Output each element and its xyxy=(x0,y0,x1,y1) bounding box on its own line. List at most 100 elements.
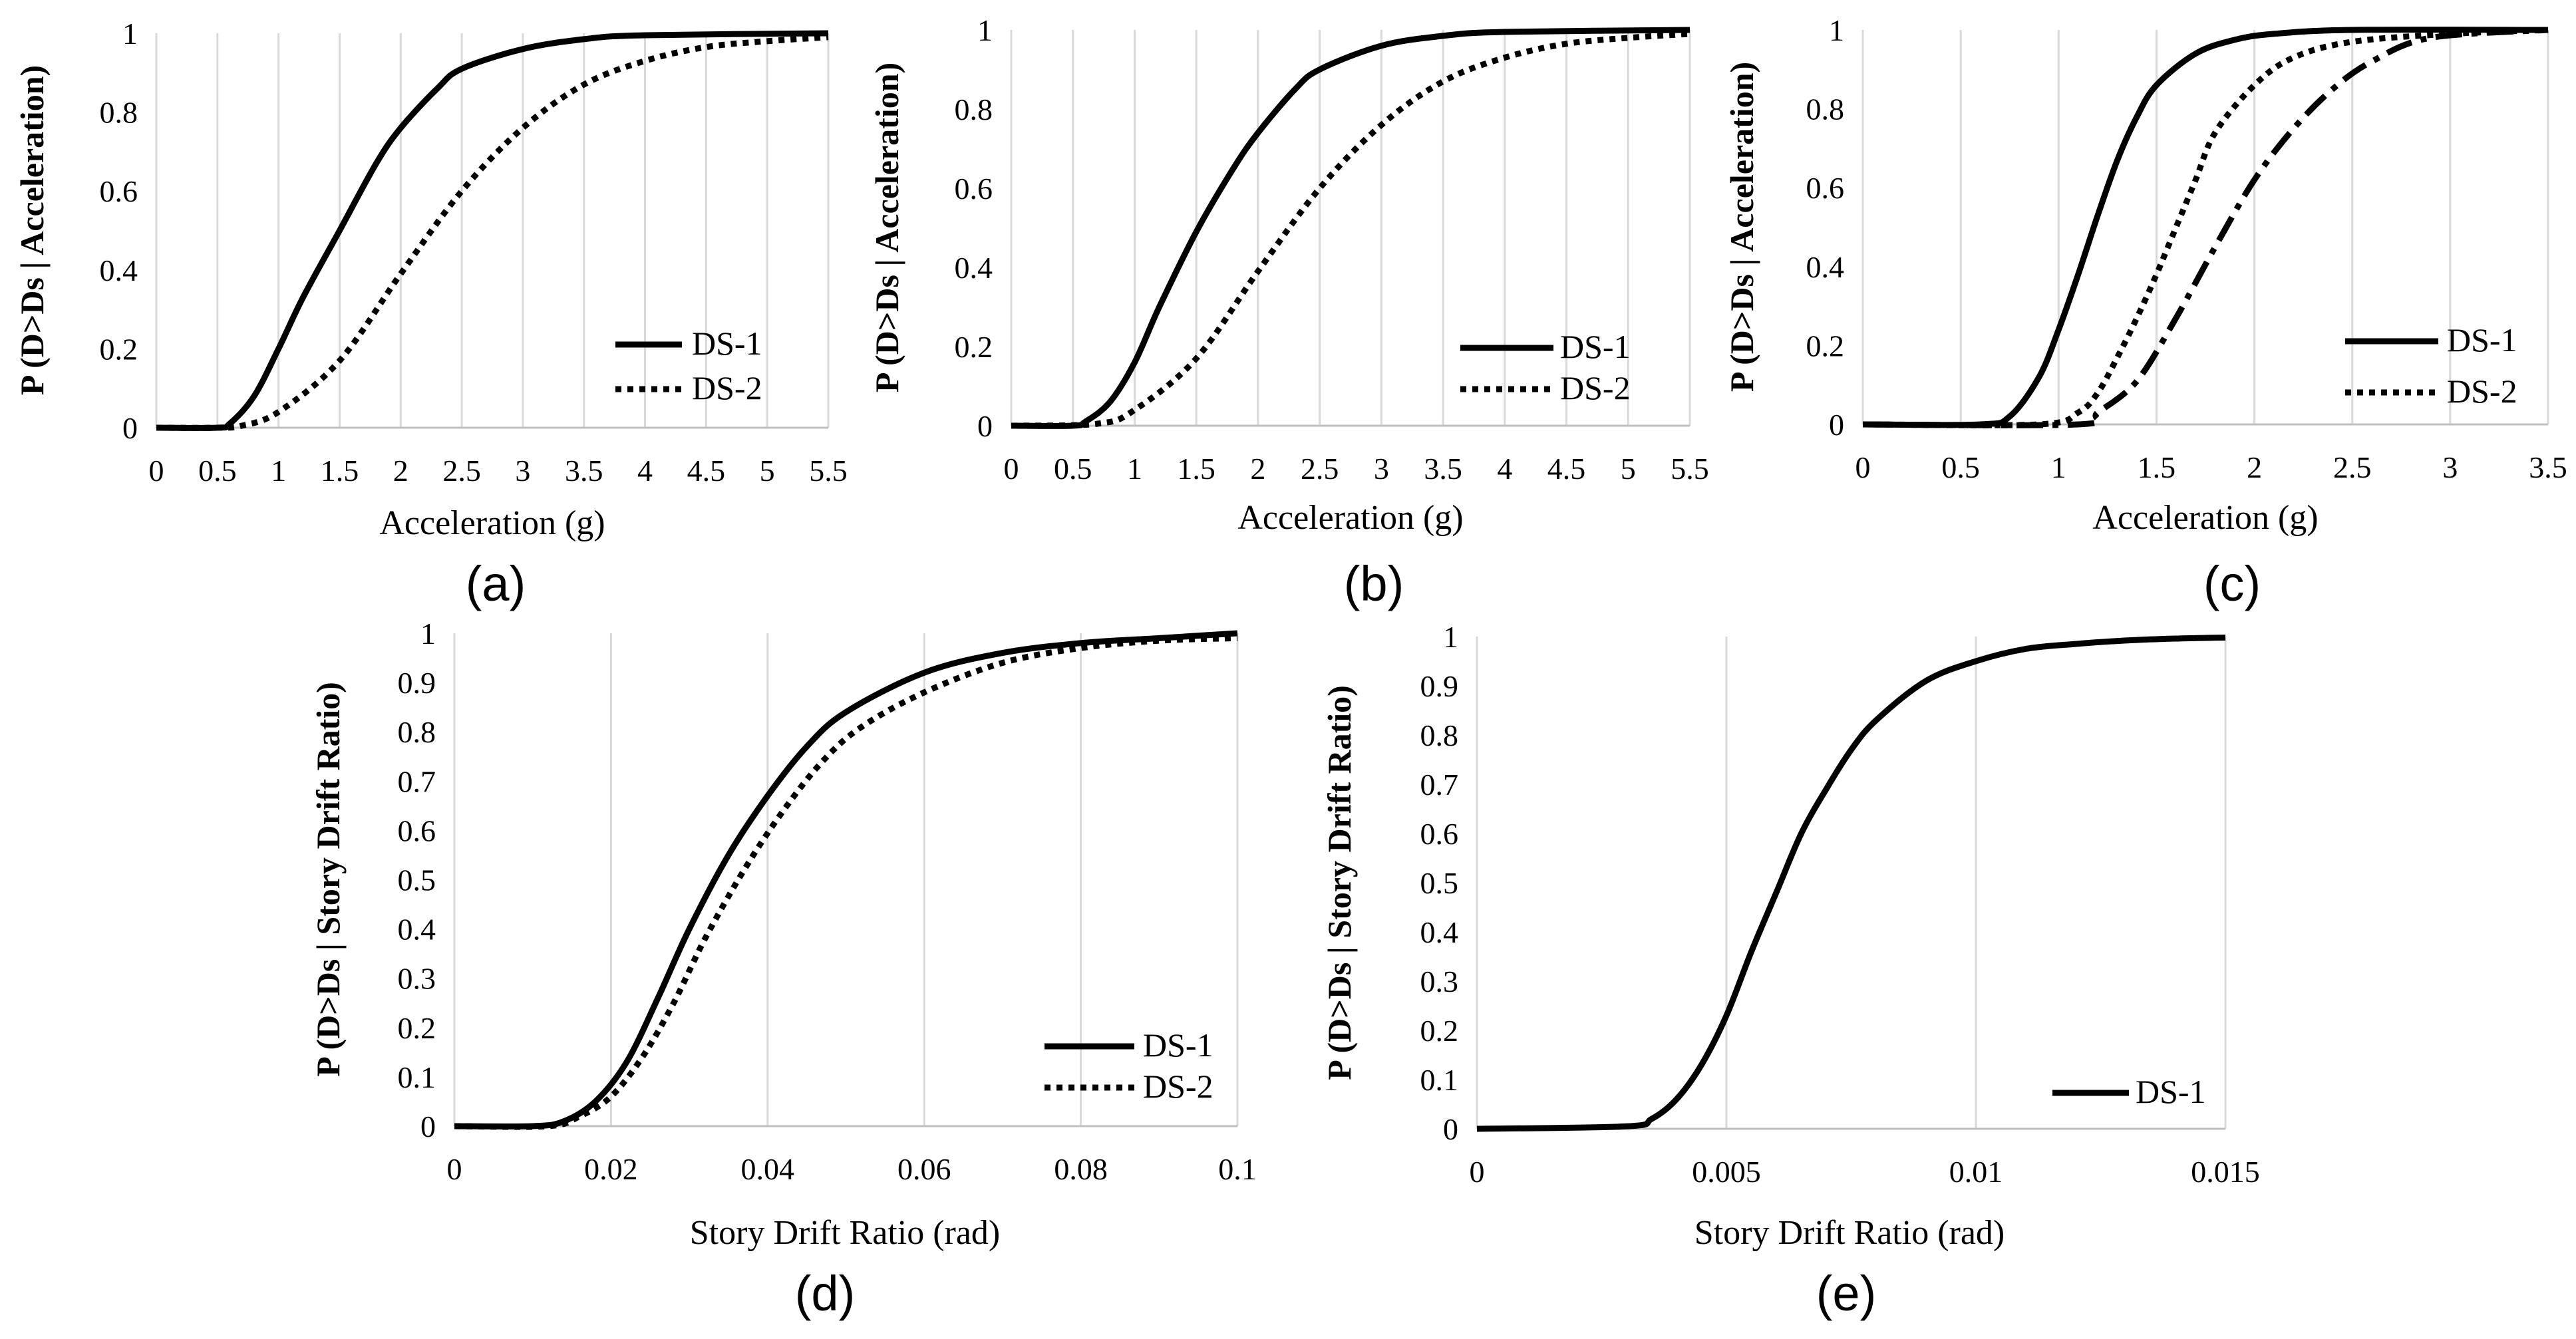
legend-label-ds1: DS-1 xyxy=(1143,1026,1213,1064)
series-line-ds-1 xyxy=(1476,635,2226,1132)
y-tick-label: 0.8 xyxy=(1420,718,1459,752)
x-tick-label: 0.08 xyxy=(1054,1152,1108,1186)
legend-label-ds1: DS-1 xyxy=(2447,321,2517,359)
x-axis-label: Acceleration (g) xyxy=(1237,499,1463,537)
y-tick-label: 0.7 xyxy=(398,764,436,798)
y-axis-label: P (D>Ds | Acceleration) xyxy=(13,65,51,395)
panel-label: (b) xyxy=(1344,556,1404,611)
series-line-ds-2 xyxy=(454,635,1238,1130)
x-tick-label: 5.5 xyxy=(1671,452,1709,486)
y-tick-label: 0.1 xyxy=(1420,1063,1459,1097)
legend: DS-1 DS-2 xyxy=(615,325,762,406)
x-tick-label: 3.5 xyxy=(1424,452,1462,486)
x-tick-label: 0.5 xyxy=(1054,452,1092,486)
y-tick-label: 0.2 xyxy=(100,332,138,366)
x-axis-label: Acceleration (g) xyxy=(2092,499,2318,537)
x-axis-label: Story Drift Ratio (rad) xyxy=(1694,1214,2005,1252)
y-axis-label: P (D>Ds | Acceleration) xyxy=(1723,62,1760,392)
y-tick-label: 0.1 xyxy=(398,1060,436,1094)
x-axis-label: Story Drift Ratio (rad) xyxy=(690,1214,1000,1252)
series-line-ds-1 xyxy=(1011,27,1690,429)
chart-e: 0 0.005 0.01 0.015 0 0.1 0.2 0.3 0.4 0.5 0.6 0.7 0.8… xyxy=(1321,620,2260,1321)
x-tick-label: 0.06 xyxy=(897,1152,951,1186)
panel-label: (a) xyxy=(466,556,526,611)
chart-d: 0 0.02 0.04 0.06 0.08 0.1 0 0.1 0.2 0.3 0.4 0.5 0.6 0… xyxy=(309,617,1257,1321)
legend-label-ds2: DS-2 xyxy=(692,369,762,406)
x-tick-label: 0 xyxy=(447,1152,462,1186)
y-axis-label: P (D>Ds | Story Drift Ratio) xyxy=(309,682,347,1077)
y-tick-label: 0.6 xyxy=(1806,171,1845,205)
x-tick-label: 4 xyxy=(637,454,653,488)
x-tick-label: 2.5 xyxy=(442,454,481,488)
x-tick-label: 3 xyxy=(2442,450,2458,484)
y-tick-label: 1 xyxy=(1443,620,1458,654)
y-tick-label: 0 xyxy=(122,411,138,445)
y-tick-label: 0.5 xyxy=(398,863,436,897)
y-axis-label: P (D>Ds | Story Drift Ratio) xyxy=(1321,685,1358,1080)
x-tick-label: 0.1 xyxy=(1218,1152,1257,1186)
y-tick-label: 0 xyxy=(977,409,993,443)
y-tick-label: 0.8 xyxy=(1806,92,1845,126)
x-tick-label: 5 xyxy=(1621,452,1636,486)
y-tick-label: 0.2 xyxy=(955,330,993,364)
chart-c: 0 0.5 1 1.5 2 2.5 3 3.5 0 0.2 0.4 0.6 0.8 1 P (D>Ds |… xyxy=(1723,13,2567,611)
series-line-ds-1 xyxy=(1862,27,2549,428)
x-tick-label: 2.5 xyxy=(2333,450,2372,484)
panel-label: (d) xyxy=(795,1266,855,1321)
x-tick-label: 3.5 xyxy=(565,454,603,488)
legend: DS-1 DS-2 xyxy=(2345,321,2517,410)
x-tick-label: 0 xyxy=(1855,450,1871,484)
x-tick-label: 0.01 xyxy=(1949,1155,2003,1189)
y-tick-label: 0.2 xyxy=(1420,1014,1459,1048)
chart-b: 0 0.5 1 1.5 2 2.5 3 3.5 4 4.5 5 5.5 0 0.2 0.4 0.6 0.8 1 P… xyxy=(868,13,1709,611)
y-axis-label: P (D>Ds | Acceleration) xyxy=(868,63,905,392)
series-line-ds-1 xyxy=(156,30,829,431)
y-tick-label: 0.9 xyxy=(1420,669,1459,703)
series-line-ds-2 xyxy=(1011,31,1690,429)
legend-label-ds1: DS-1 xyxy=(1560,328,1631,365)
x-tick-label: 0.04 xyxy=(741,1152,795,1186)
legend-label-ds1: DS-1 xyxy=(692,325,762,362)
x-tick-label: 0.5 xyxy=(198,454,237,488)
series-line-ds-2 xyxy=(1862,27,2549,428)
y-tick-label: 0.8 xyxy=(955,92,993,126)
y-tick-label: 0.9 xyxy=(398,666,436,700)
x-tick-label: 3 xyxy=(1374,452,1389,486)
y-tick-label: 0 xyxy=(1829,408,1844,442)
legend-label-ds2: DS-2 xyxy=(1560,369,1631,406)
y-tick-label: 0.2 xyxy=(1806,329,1845,363)
series-line-ds-3 xyxy=(1862,27,2549,428)
x-tick-label: 0.02 xyxy=(584,1152,638,1186)
y-tick-label: 1 xyxy=(420,617,436,651)
y-tick-label: 1 xyxy=(1829,13,1844,47)
x-tick-label: 4 xyxy=(1497,452,1512,486)
x-tick-label: 3.5 xyxy=(2529,450,2567,484)
y-tick-label: 0.8 xyxy=(398,715,436,749)
x-tick-label: 1.5 xyxy=(2138,450,2176,484)
y-tick-label: 0.6 xyxy=(1420,817,1459,851)
x-tick-label: 2 xyxy=(2247,450,2262,484)
chart-a: 0 0.5 1 1.5 2 2.5 3 3.5 4 4.5 5 5.5 0 0.2 0.4 0.6 0.8 1 P… xyxy=(13,17,848,611)
y-tick-label: 0.5 xyxy=(1420,866,1459,900)
y-tick-label: 0.7 xyxy=(1420,768,1459,802)
x-tick-label: 4.5 xyxy=(1547,452,1586,486)
x-tick-label: 5 xyxy=(760,454,775,488)
legend: DS-1 DS-2 xyxy=(1460,328,1631,406)
x-tick-label: 0.5 xyxy=(1941,450,1980,484)
y-tick-label: 0.4 xyxy=(1420,915,1459,949)
panel-label: (c) xyxy=(2203,556,2261,611)
x-tick-label: 0.015 xyxy=(2191,1155,2260,1189)
x-tick-label: 1 xyxy=(1127,452,1142,486)
y-tick-label: 0.6 xyxy=(955,172,993,206)
y-tick-label: 0 xyxy=(1443,1112,1458,1146)
y-tick-label: 0.4 xyxy=(398,913,436,947)
x-tick-label: 0 xyxy=(149,454,164,488)
x-axis-label: Acceleration (g) xyxy=(379,504,605,542)
x-tick-label: 3 xyxy=(515,454,530,488)
x-tick-label: 5.5 xyxy=(809,454,848,488)
legend-label-ds2: DS-2 xyxy=(2447,372,2517,410)
legend-label-ds1: DS-1 xyxy=(2136,1073,2206,1110)
y-tick-label: 0.4 xyxy=(100,253,138,287)
x-tick-label: 0 xyxy=(1470,1155,1485,1189)
